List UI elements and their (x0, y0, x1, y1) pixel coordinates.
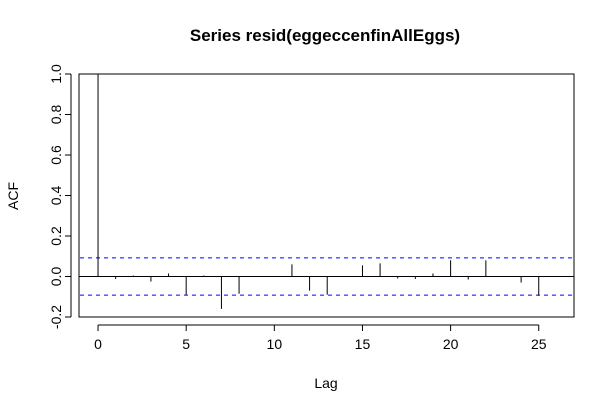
y-axis: -0.2 0.0 0.2 0.4 0.6 0.8 1.0 (48, 64, 72, 329)
confidence-bounds (80, 257, 573, 296)
chart-title: Series resid(eggeccenfinAllEggs) (190, 26, 460, 45)
x-tick-label: 20 (443, 336, 459, 352)
y-tick-label: 0.4 (48, 186, 64, 206)
plot-box (78, 73, 575, 318)
y-tick-label: -0.2 (48, 305, 64, 329)
acf-bars (97, 74, 540, 309)
y-tick-label: 0.0 (48, 267, 64, 287)
x-tick-label: 5 (182, 336, 190, 352)
x-axis: 0 5 10 15 20 25 (94, 324, 547, 352)
x-tick-label: 25 (531, 336, 547, 352)
y-tick-label: 0.6 (48, 145, 64, 165)
x-tick-label: 15 (355, 336, 371, 352)
x-axis-title: Lag (314, 375, 337, 391)
y-tick-label: 0.2 (48, 226, 64, 246)
x-tick-label: 10 (267, 336, 283, 352)
y-axis-title: ACF (5, 182, 21, 210)
x-tick-label: 0 (94, 336, 102, 352)
y-tick-label: 0.8 (48, 105, 64, 125)
y-tick-label: 1.0 (48, 64, 64, 84)
